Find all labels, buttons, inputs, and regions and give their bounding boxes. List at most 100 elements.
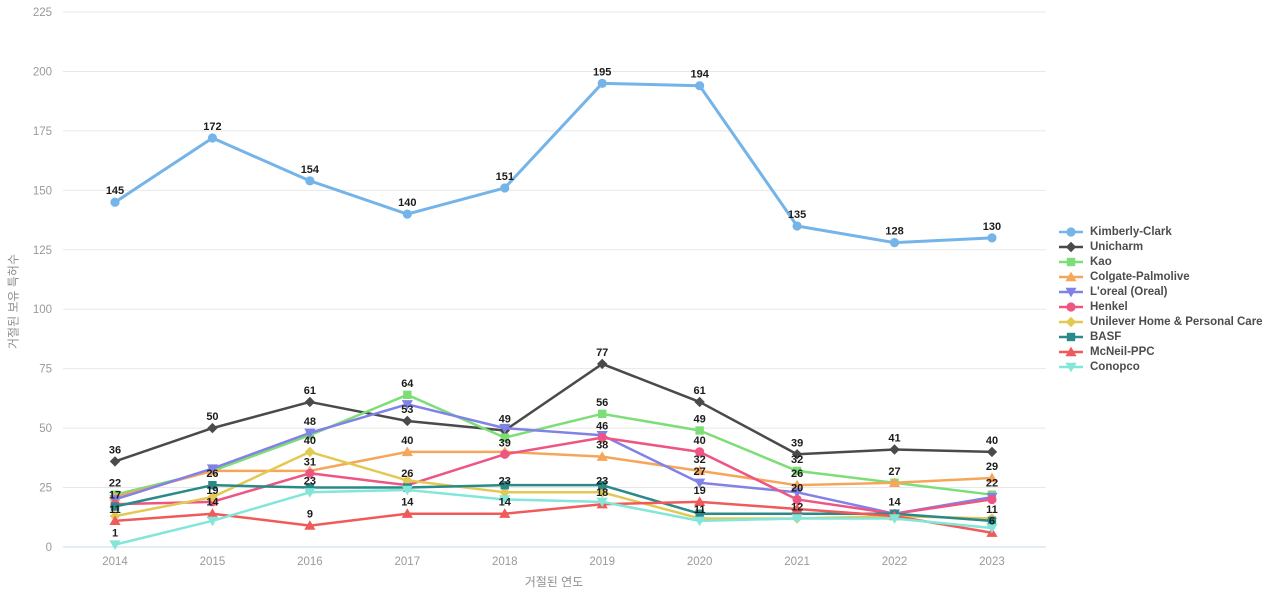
data-point-marker[interactable]: [888, 477, 901, 487]
data-point-marker[interactable]: [791, 514, 803, 524]
colgate-palmolive-marker-icon: [1059, 271, 1083, 281]
legend-item-colgate-palmolive[interactable]: Colgate-Palmolive: [1058, 269, 1263, 284]
data-point-label: 41: [888, 433, 900, 445]
data-point-marker[interactable]: [500, 449, 510, 459]
data-point-marker[interactable]: [598, 480, 607, 490]
data-point-marker[interactable]: [792, 494, 802, 505]
data-point-marker[interactable]: [598, 409, 607, 419]
data-point-marker[interactable]: [695, 509, 704, 518]
data-point-marker[interactable]: [304, 396, 316, 408]
data-point-marker[interactable]: [499, 495, 511, 505]
data-point-label: 56: [596, 397, 608, 409]
data-point-marker[interactable]: [403, 390, 412, 400]
data-point-marker[interactable]: [889, 238, 900, 248]
data-point-marker[interactable]: [597, 358, 608, 370]
data-point-marker[interactable]: [695, 447, 705, 457]
data-point-marker[interactable]: [597, 433, 607, 443]
legend-item-mcneil-ppc[interactable]: McNeil-PPC: [1058, 344, 1263, 359]
data-point-marker[interactable]: [206, 508, 219, 518]
data-point-marker[interactable]: [695, 81, 705, 91]
data-point-marker[interactable]: [792, 221, 802, 231]
data-point-marker: [1065, 271, 1077, 281]
data-point-label: 23: [499, 475, 511, 487]
data-point-marker[interactable]: [304, 488, 316, 498]
y-tick-label: 25: [39, 483, 52, 495]
data-point-marker[interactable]: [401, 400, 413, 410]
data-point-marker[interactable]: [791, 488, 803, 498]
data-point-marker[interactable]: [694, 465, 706, 476]
data-point-marker[interactable]: [694, 496, 706, 507]
data-point-marker[interactable]: [208, 480, 217, 490]
data-point-marker[interactable]: [500, 183, 510, 193]
data-point-label: 29: [986, 461, 998, 473]
data-point-marker[interactable]: [110, 502, 120, 511]
data-point-marker[interactable]: [401, 508, 413, 518]
legend-item-kimberly-clark[interactable]: Kimberly-Clark: [1058, 224, 1263, 239]
data-point-marker[interactable]: [207, 491, 218, 503]
legend-item-basf[interactable]: BASF: [1058, 329, 1263, 344]
x-tick-label: 2016: [297, 556, 323, 568]
data-point-marker[interactable]: [304, 520, 316, 530]
data-point-marker[interactable]: [694, 516, 706, 527]
legend-item-unicharm[interactable]: Unicharm: [1058, 239, 1263, 254]
data-point-marker[interactable]: [792, 509, 802, 518]
data-point-marker[interactable]: [206, 516, 219, 527]
data-point-label: 22: [986, 478, 998, 490]
data-point-marker[interactable]: [597, 487, 608, 498]
data-point-marker[interactable]: [207, 133, 218, 143]
data-point-marker[interactable]: [986, 523, 998, 534]
x-tick-label: 2020: [687, 556, 713, 568]
data-point-marker[interactable]: [986, 446, 998, 458]
data-point-marker[interactable]: [109, 456, 121, 467]
data-point-marker[interactable]: [987, 516, 997, 526]
data-point-marker[interactable]: [694, 396, 705, 408]
data-point-marker[interactable]: [499, 508, 511, 518]
legend-item-conopco[interactable]: Conopco: [1058, 359, 1263, 374]
data-point-marker[interactable]: [110, 197, 120, 207]
data-point-marker[interactable]: [792, 466, 802, 476]
data-point-marker[interactable]: [500, 480, 509, 490]
data-point-marker: [1065, 316, 1077, 327]
data-point-marker[interactable]: [402, 475, 413, 486]
y-tick-label: 225: [33, 7, 52, 19]
legend-item-l-oreal-oreal[interactable]: L'oreal (Oreal): [1058, 284, 1263, 299]
data-point-marker[interactable]: [304, 428, 316, 439]
data-point-marker[interactable]: [401, 485, 413, 496]
data-point-marker[interactable]: [596, 497, 608, 508]
data-point-marker: [1065, 241, 1077, 252]
legend-item-henkel[interactable]: Henkel: [1058, 299, 1263, 314]
legend-item-unilever-home-personal-care[interactable]: Unilever Home & Personal Care: [1058, 314, 1263, 329]
data-point-label: 154: [301, 164, 320, 176]
legend-item-kao[interactable]: Kao: [1058, 254, 1263, 269]
series-line: [113, 393, 994, 496]
data-point-marker[interactable]: [207, 422, 218, 434]
data-point-marker[interactable]: [402, 209, 412, 219]
data-point-marker[interactable]: [500, 433, 509, 442]
data-point-marker[interactable]: [304, 446, 316, 458]
data-point-marker[interactable]: [597, 78, 607, 88]
data-point-marker[interactable]: [791, 449, 803, 460]
data-point-marker[interactable]: [791, 479, 803, 490]
data-point-marker[interactable]: [987, 494, 997, 505]
data-point-marker[interactable]: [694, 478, 706, 489]
data-point-marker[interactable]: [305, 176, 315, 186]
data-point-marker[interactable]: [499, 487, 510, 498]
data-point-marker[interactable]: [791, 503, 803, 514]
data-point-label: 46: [596, 421, 608, 433]
data-point-marker[interactable]: [986, 472, 998, 483]
data-point-marker[interactable]: [401, 446, 413, 457]
series-line: [113, 488, 994, 546]
data-point-marker[interactable]: [109, 515, 121, 526]
data-point-marker[interactable]: [305, 483, 315, 492]
data-point-marker[interactable]: [206, 464, 219, 474]
data-point-marker[interactable]: [987, 233, 997, 243]
data-point-marker[interactable]: [499, 423, 511, 434]
data-point-marker[interactable]: [889, 444, 900, 455]
data-point-marker[interactable]: [596, 451, 608, 461]
data-point-marker[interactable]: [402, 415, 413, 427]
data-point-marker[interactable]: [305, 468, 315, 478]
x-axis-title: 거절된 연도: [524, 575, 584, 589]
data-point-marker[interactable]: [888, 514, 901, 524]
data-point-marker[interactable]: [695, 426, 704, 435]
data-point-marker[interactable]: [109, 540, 121, 551]
